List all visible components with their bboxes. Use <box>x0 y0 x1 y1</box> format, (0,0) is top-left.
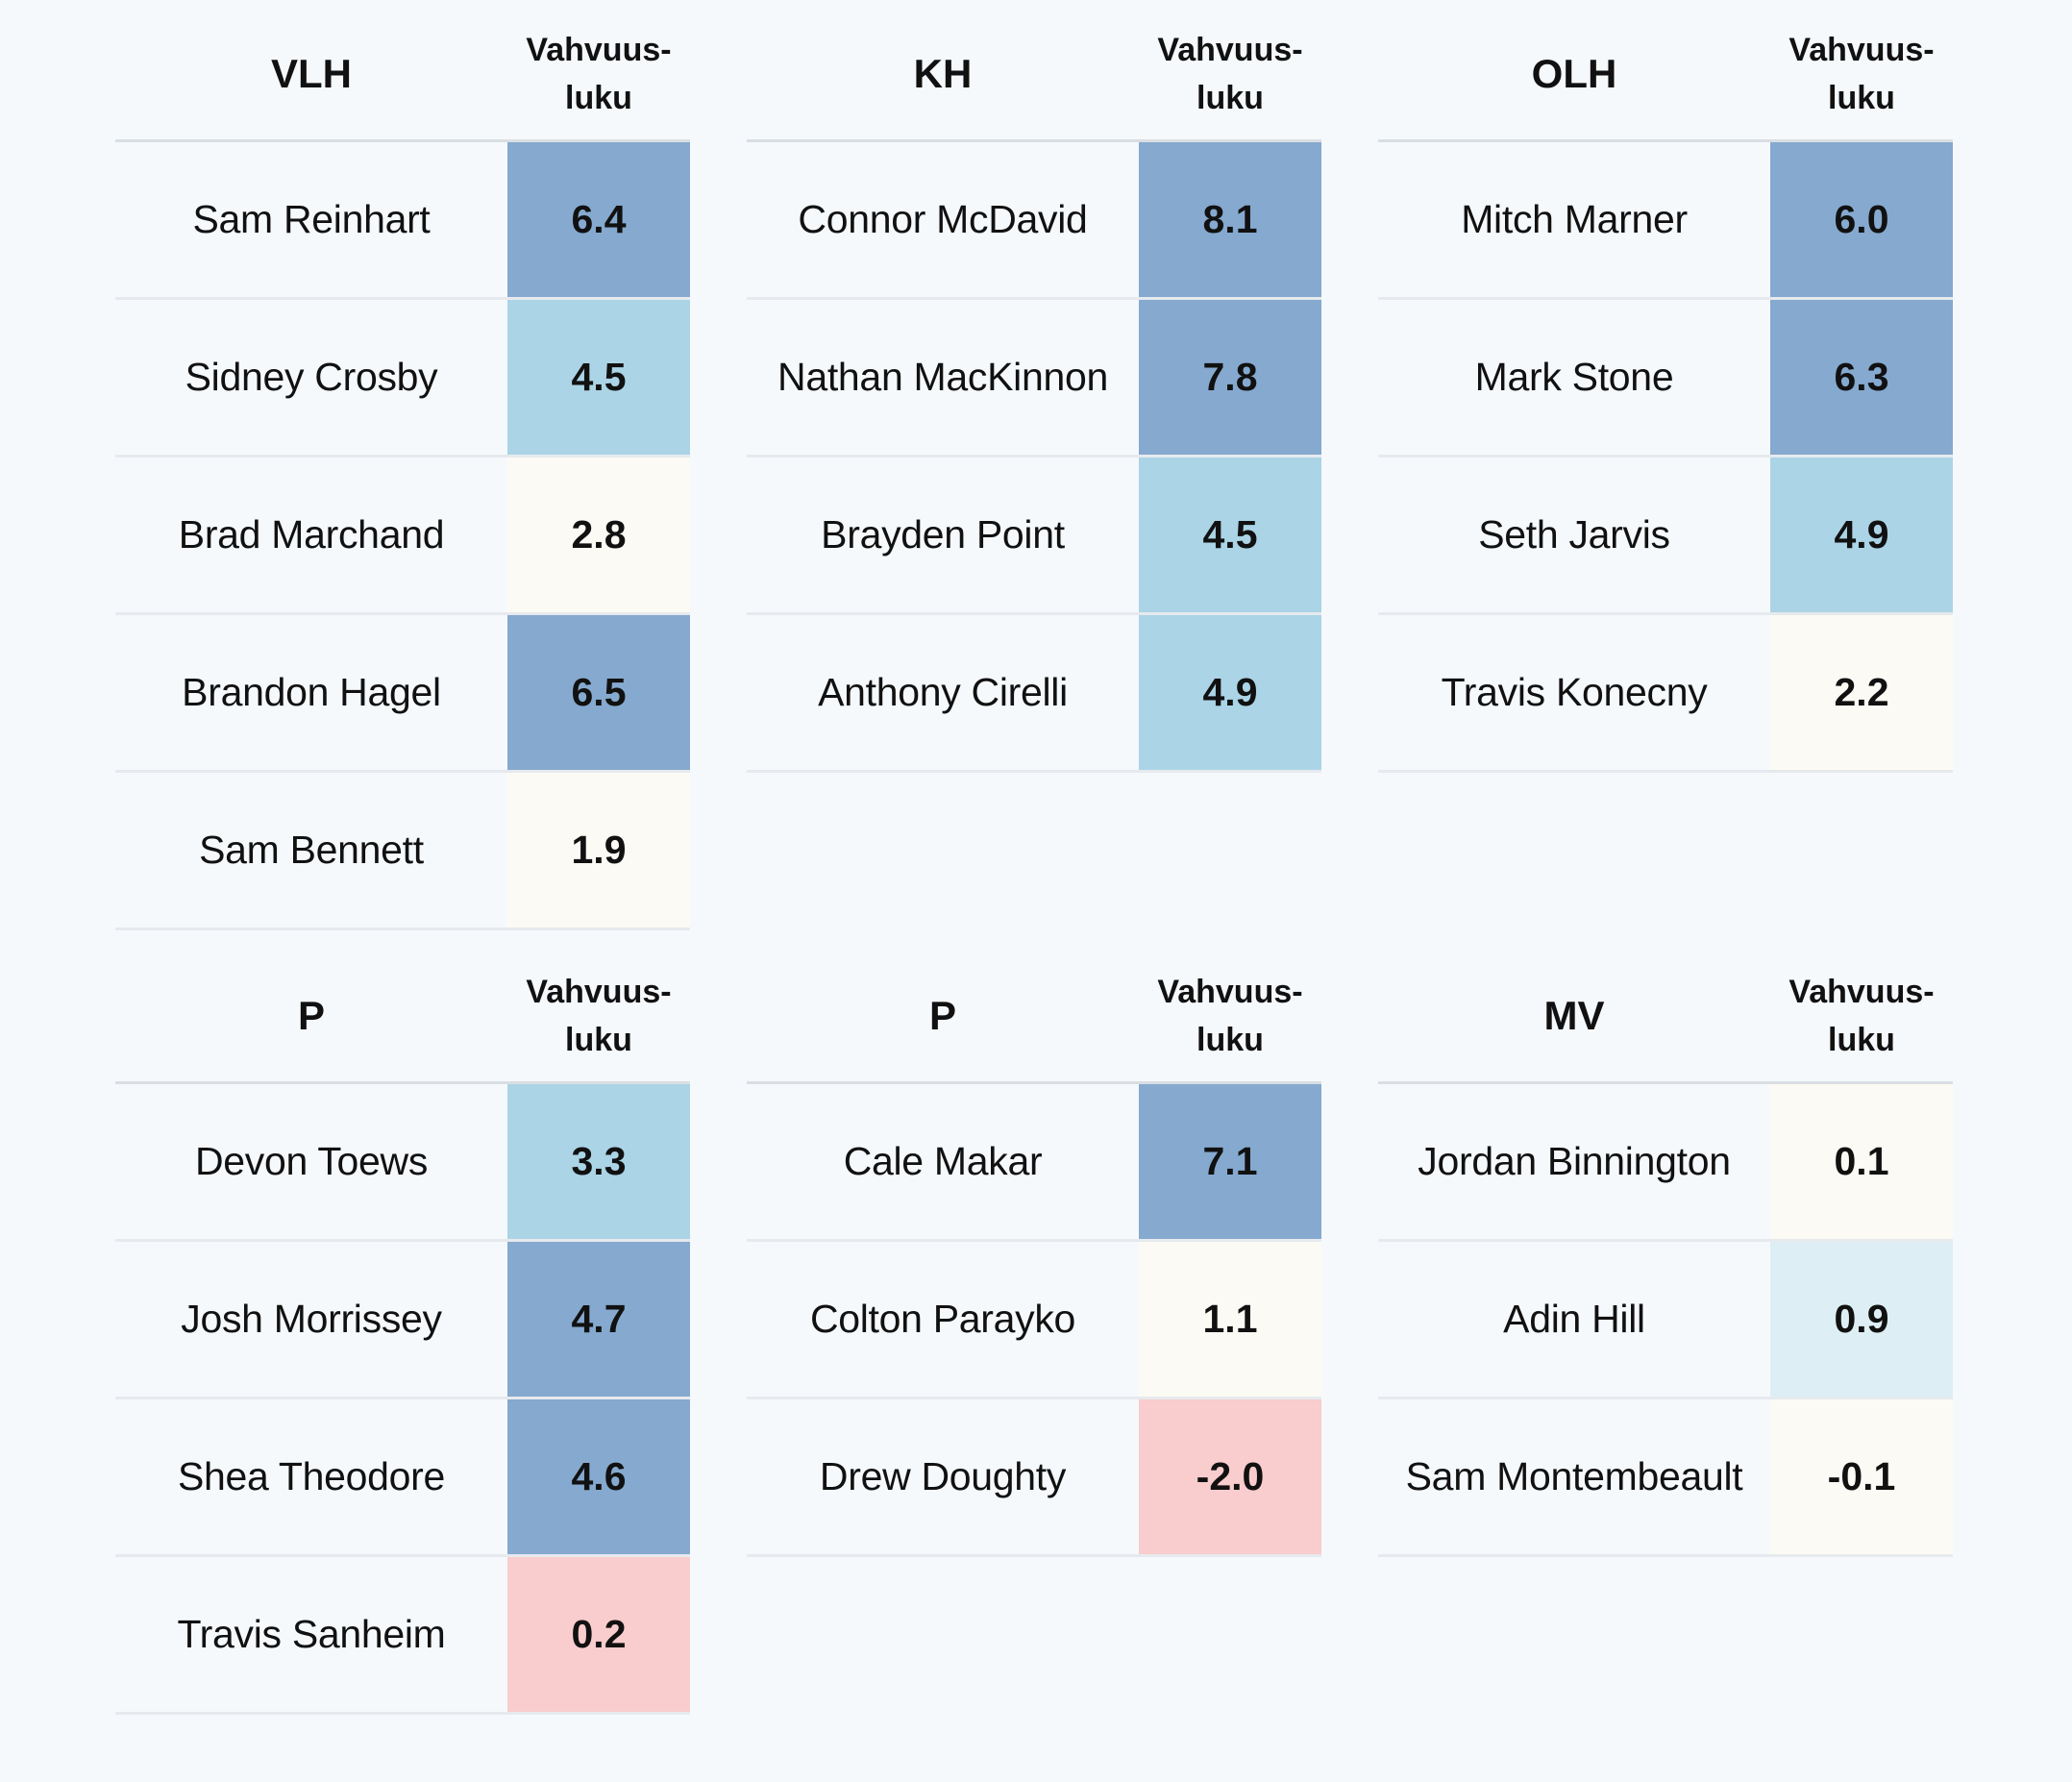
table-header: KH Vahvuus- luku <box>747 0 1321 142</box>
position-title: P <box>928 992 956 1038</box>
panel-mv: MV Vahvuus- luku Jordan Binnington 0.1 Adin … <box>1378 942 1953 1715</box>
position-title: KH <box>913 50 973 96</box>
table-row: Brad Marchand 2.8 <box>115 458 690 615</box>
strength-column-header: Vahvuus- luku <box>526 31 672 116</box>
strength-column-header: Vahvuus- luku <box>526 973 672 1058</box>
strength-value-cell: 4.7 <box>507 1242 690 1397</box>
strength-column-header: Vahvuus- luku <box>1788 973 1935 1058</box>
player-name: Cale Makar <box>843 1139 1043 1183</box>
table-row: Travis Konecny 2.2 <box>1378 615 1953 773</box>
table-row: Travis Sanheim 0.2 <box>115 1557 690 1715</box>
position-title: VLH <box>271 50 352 96</box>
strength-value-cell: 3.3 <box>507 1084 690 1239</box>
player-name: Brandon Hagel <box>182 670 441 714</box>
strength-column-header: Vahvuus- luku <box>1788 31 1935 116</box>
table-header: MV Vahvuus- luku <box>1378 942 1953 1084</box>
strength-column-header: Vahvuus- luku <box>1157 973 1303 1058</box>
strength-value-cell: 1.1 <box>1139 1242 1321 1397</box>
strength-tables-grid: VLH Vahvuus- luku Sam Reinhart 6.4 Sidney Cr… <box>115 0 1953 1715</box>
player-name: Anthony Cirelli <box>818 670 1068 714</box>
player-name: Seth Jarvis <box>1478 512 1670 557</box>
table-row: Sam Bennett 1.9 <box>115 773 690 930</box>
strength-value-cell: 0.2 <box>507 1557 690 1712</box>
panel-olh: OLH Vahvuus- luku Mitch Marner 6.0 Mark Ston… <box>1378 0 1953 942</box>
table-row: Sidney Crosby 4.5 <box>115 300 690 458</box>
table-row: Josh Morrissey 4.7 <box>115 1242 690 1399</box>
table-row: Brandon Hagel 6.5 <box>115 615 690 773</box>
strength-value-cell: 4.9 <box>1139 615 1321 770</box>
player-name: Drew Doughty <box>819 1454 1067 1498</box>
strength-value-cell: 1.9 <box>507 773 690 928</box>
strength-value-cell: -2.0 <box>1139 1399 1321 1554</box>
table-row: Cale Makar 7.1 <box>747 1084 1321 1242</box>
strength-value-cell: 4.5 <box>507 300 690 455</box>
panel-p-left: P Vahvuus- luku Devon Toews 3.3 Josh Morriss… <box>115 942 690 1715</box>
table-row: Sam Reinhart 6.4 <box>115 142 690 300</box>
strength-value-cell: 2.8 <box>507 458 690 612</box>
player-name: Connor McDavid <box>798 197 1088 241</box>
table-row: Drew Doughty -2.0 <box>747 1399 1321 1557</box>
player-name: Nathan MacKinnon <box>777 355 1108 399</box>
table-row: Adin Hill 0.9 <box>1378 1242 1953 1399</box>
player-name: Colton Parayko <box>809 1297 1076 1341</box>
table-row: Seth Jarvis 4.9 <box>1378 458 1953 615</box>
strength-value-cell: 7.1 <box>1139 1084 1321 1239</box>
table-header: P Vahvuus- luku <box>747 942 1321 1084</box>
table-row: Connor McDavid 8.1 <box>747 142 1321 300</box>
table-row: Mitch Marner 6.0 <box>1378 142 1953 300</box>
strength-value-cell: 4.9 <box>1770 458 1953 612</box>
strength-value-cell: 2.2 <box>1770 615 1953 770</box>
table-row: Sam Montembeault -0.1 <box>1378 1399 1953 1557</box>
position-title: MV <box>1543 992 1605 1038</box>
table-row: Nathan MacKinnon 7.8 <box>747 300 1321 458</box>
player-name: Sam Bennett <box>199 828 424 872</box>
player-name: Jordan Binnington <box>1418 1139 1731 1183</box>
strength-value-cell: 0.9 <box>1770 1242 1953 1397</box>
table-header: VLH Vahvuus- luku <box>115 0 690 142</box>
player-name: Mitch Marner <box>1461 197 1688 241</box>
player-name: Travis Konecny <box>1441 670 1708 714</box>
table-row: Jordan Binnington 0.1 <box>1378 1084 1953 1242</box>
player-name: Travis Sanheim <box>177 1612 446 1656</box>
table-row: Shea Theodore 4.6 <box>115 1399 690 1557</box>
table-header: P Vahvuus- luku <box>115 942 690 1084</box>
position-title: OLH <box>1531 50 1617 96</box>
player-name: Mark Stone <box>1474 355 1674 399</box>
player-name: Devon Toews <box>194 1139 429 1183</box>
position-title: P <box>297 992 325 1038</box>
panel-kh: KH Vahvuus- luku Connor McDavid 8.1 Nathan M… <box>747 0 1321 942</box>
table-row: Colton Parayko 1.1 <box>747 1242 1321 1399</box>
panel-p-right: P Vahvuus- luku Cale Makar 7.1 Colton Parayk… <box>747 942 1321 1715</box>
strength-value-cell: 8.1 <box>1139 142 1321 297</box>
player-name: Sam Montembeault <box>1405 1454 1743 1498</box>
player-name: Josh Morrissey <box>181 1297 442 1341</box>
strength-value-cell: 6.3 <box>1770 300 1953 455</box>
strength-value-cell: 6.5 <box>507 615 690 770</box>
strength-value-cell: -0.1 <box>1770 1399 1953 1554</box>
player-name: Brad Marchand <box>178 512 445 557</box>
table-header: OLH Vahvuus- luku <box>1378 0 1953 142</box>
player-name: Sam Reinhart <box>192 197 431 241</box>
player-name: Brayden Point <box>821 512 1065 557</box>
strength-column-header: Vahvuus- luku <box>1157 31 1303 116</box>
strength-value-cell: 4.6 <box>507 1399 690 1554</box>
table-row: Anthony Cirelli 4.9 <box>747 615 1321 773</box>
player-name: Adin Hill <box>1503 1297 1645 1341</box>
strength-value-cell: 6.0 <box>1770 142 1953 297</box>
strength-value-cell: 7.8 <box>1139 300 1321 455</box>
panel-vlh: VLH Vahvuus- luku Sam Reinhart 6.4 Sidney Cr… <box>115 0 690 942</box>
strength-value-cell: 6.4 <box>507 142 690 297</box>
table-row: Brayden Point 4.5 <box>747 458 1321 615</box>
strength-value-cell: 4.5 <box>1139 458 1321 612</box>
player-name: Sidney Crosby <box>185 355 438 399</box>
table-row: Mark Stone 6.3 <box>1378 300 1953 458</box>
table-row: Devon Toews 3.3 <box>115 1084 690 1242</box>
player-name: Shea Theodore <box>177 1454 445 1498</box>
strength-value-cell: 0.1 <box>1770 1084 1953 1239</box>
